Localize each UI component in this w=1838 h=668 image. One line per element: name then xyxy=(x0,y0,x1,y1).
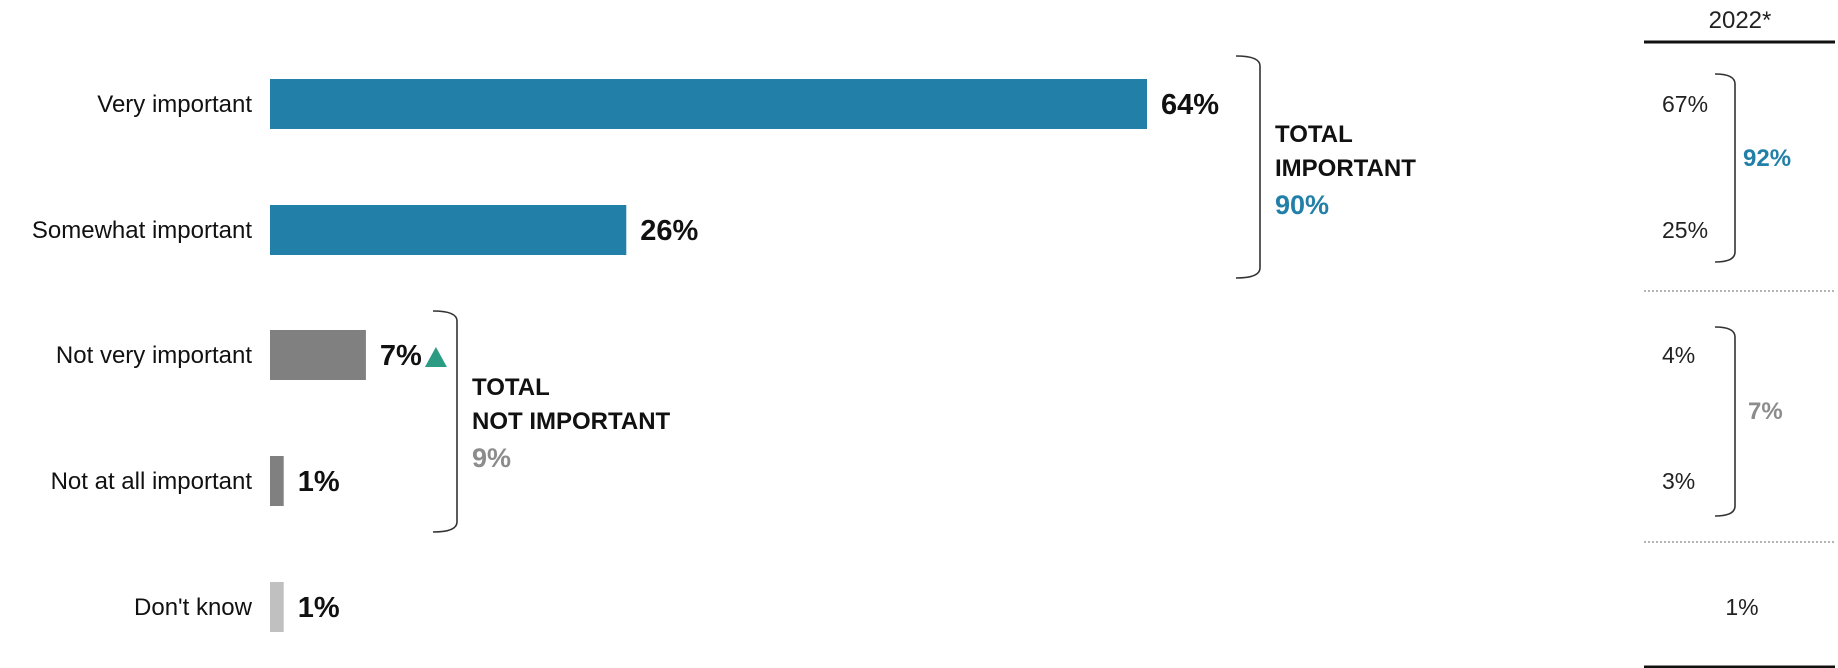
comparison-value-not-very-important: 4% xyxy=(1662,342,1695,368)
comparison-header: 2022* xyxy=(1709,7,1772,34)
category-label-not-at-all-important: Not at all important xyxy=(51,468,253,495)
bar-don-t-know xyxy=(270,582,284,632)
comparison-value-not-at-all-important: 3% xyxy=(1662,468,1695,494)
bar-not-at-all-important xyxy=(270,456,284,506)
group-title-2-line-1: TOTAL xyxy=(472,374,550,401)
bracket-group-2 xyxy=(432,310,458,533)
comparison-group-total-2: 7% xyxy=(1748,398,1783,425)
comparison-bracket-1 xyxy=(1714,73,1736,263)
value-label-somewhat-important: 26% xyxy=(640,215,698,247)
comparison-value-very-important: 67% xyxy=(1662,91,1708,117)
category-label-very-important: Very important xyxy=(97,91,252,118)
category-label-don-t-know: Don't know xyxy=(134,594,253,621)
comparison-column: 2022* 67% 25% 4% 3% 1% 92% 7% xyxy=(1644,7,1835,668)
group-total-1: 90% xyxy=(1275,190,1329,220)
group-title-1-line-1: TOTAL xyxy=(1275,121,1353,148)
value-label-not-very-important: 7% xyxy=(380,340,422,372)
brackets-layer xyxy=(432,55,1261,533)
group-title-2-line-2: NOT IMPORTANT xyxy=(472,408,671,435)
bars-layer xyxy=(270,79,1147,632)
bar-not-very-important xyxy=(270,330,366,380)
comparison-value-somewhat-important: 25% xyxy=(1662,217,1708,243)
comparison-group-total-1: 92% xyxy=(1743,145,1791,172)
value-label-very-important: 64% xyxy=(1161,89,1219,121)
bar-very-important xyxy=(270,79,1147,129)
group-total-2: 9% xyxy=(472,443,511,473)
category-label-somewhat-important: Somewhat important xyxy=(32,217,252,244)
category-label-not-very-important: Not very important xyxy=(56,342,252,369)
bracket-group-1 xyxy=(1235,55,1261,279)
comparison-value-don-t-know: 1% xyxy=(1725,594,1758,620)
value-label-don-t-know: 1% xyxy=(298,592,340,624)
bar-somewhat-important xyxy=(270,205,627,255)
comparison-bracket-2 xyxy=(1714,326,1736,517)
group-title-1-line-2: IMPORTANT xyxy=(1275,155,1416,182)
value-label-not-at-all-important: 1% xyxy=(298,466,340,498)
up-triangle-icon xyxy=(424,347,447,367)
text-layer: Very important 64% Somewhat important 26% No… xyxy=(32,89,1416,624)
